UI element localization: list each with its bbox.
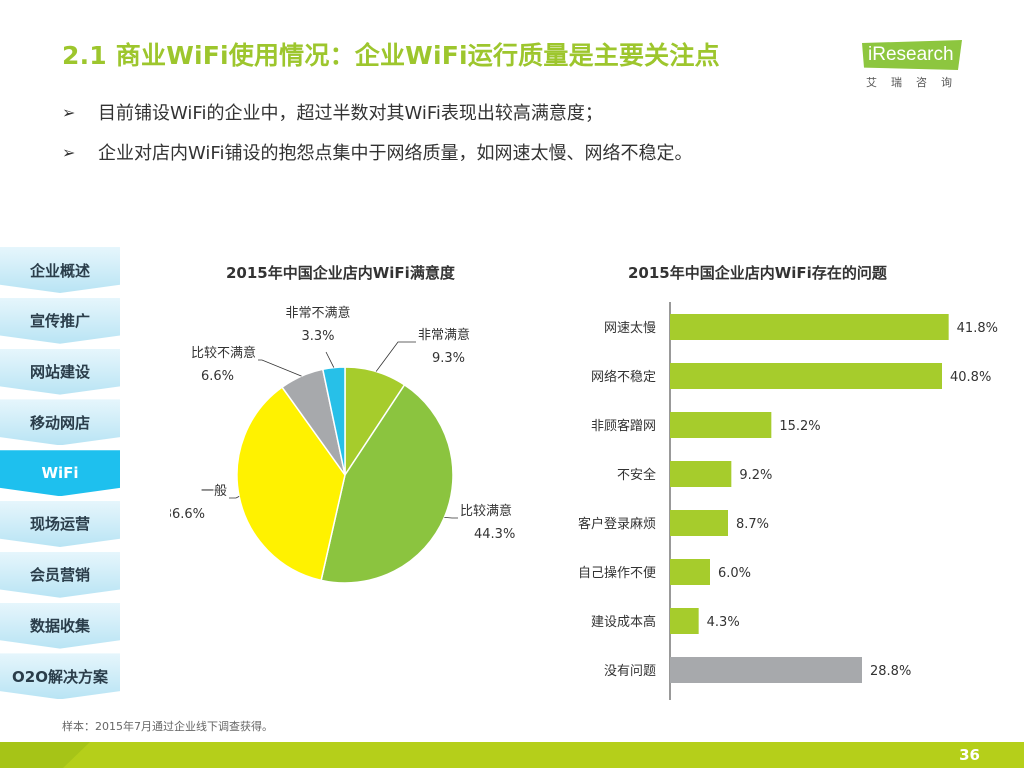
pie-value-label: 3.3%	[301, 329, 334, 344]
bar-category-label: 非顾客蹭网	[591, 418, 656, 434]
bullet-item: ➢ 目前铺设WiFi的企业中，超过半数对其WiFi表现出较高满意度；	[62, 92, 692, 132]
logo-text: iResearch	[868, 44, 954, 65]
pie-slice	[236, 386, 346, 582]
nav-item-mobile-store[interactable]: 移动网店	[0, 399, 120, 446]
bar-category-label: 不安全	[617, 467, 656, 483]
nav-item-wifi[interactable]: WiFi	[0, 450, 120, 497]
bar-value-label: 15.2%	[779, 419, 820, 434]
pie-slice	[321, 366, 346, 476]
pie-category-label: 比较不满意	[191, 345, 256, 361]
pie-category-label: 非常满意	[418, 327, 470, 343]
bar-category-label: 没有问题	[604, 664, 656, 679]
footnote: 样本：2015年7月通过企业线下调查获得。	[62, 720, 273, 733]
pie-leader-line	[229, 496, 240, 499]
footer-bar	[0, 742, 1024, 768]
bar-chart: 网速太慢 41.8% 网络不稳定 40.8% 非顾客蹭网 15.2% 不安全 9.2% 客户登录…	[578, 302, 998, 700]
logo-badge	[862, 40, 962, 70]
pie-leader-line	[258, 359, 302, 377]
bar	[670, 363, 942, 389]
pie-value-label: 44.3%	[474, 527, 515, 542]
pie-leader-line	[444, 516, 458, 519]
nav-item-member-marketing[interactable]: 会员营销	[0, 551, 120, 598]
page-title: 2.1 商业WiFi使用情况：企业WiFi运行质量是主要关注点	[62, 41, 720, 70]
bar	[670, 510, 728, 536]
bar	[670, 608, 699, 634]
bar-value-label: 28.8%	[870, 664, 911, 679]
bullet-text: 企业对店内WiFi铺设的抱怨点集中于网络质量，如网速太慢、网络不稳定。	[98, 143, 693, 164]
nav-item-onsite-ops[interactable]: 现场运营	[0, 500, 120, 547]
bar-value-label: 41.8%	[957, 321, 998, 336]
bar-value-label: 9.2%	[739, 468, 772, 483]
pie-value-label: 36.6%	[170, 507, 205, 522]
bullet-list: ➢ 目前铺设WiFi的企业中，超过半数对其WiFi表现出较高满意度； ➢ 企业对…	[62, 92, 692, 172]
nav-item-overview[interactable]: 企业概述	[0, 247, 120, 293]
pie-chart-title: 2015年中国企业店内WiFi满意度	[226, 264, 455, 282]
bar-category-label: 网速太慢	[604, 320, 656, 336]
bar-category-label: 客户登录麻烦	[578, 516, 656, 532]
bar-chart-title: 2015年中国企业店内WiFi存在的问题	[628, 264, 887, 282]
bar	[670, 412, 772, 438]
pie-leader-line	[325, 351, 335, 368]
bar-value-label: 6.0%	[718, 566, 751, 581]
bar	[670, 461, 732, 487]
bar-value-label: 8.7%	[736, 517, 769, 532]
page-number: 36	[959, 746, 980, 764]
nav-item-promotion[interactable]: 宣传推广	[0, 297, 120, 344]
bar-value-label: 40.8%	[950, 370, 991, 385]
nav-item-o2o[interactable]: O2O解决方案	[0, 653, 120, 700]
bullet-text: 目前铺设WiFi的企业中，超过半数对其WiFi表现出较高满意度；	[98, 103, 603, 124]
bar-category-label: 网络不稳定	[591, 369, 656, 385]
pie-slice	[320, 383, 454, 584]
pie-value-label: 9.3%	[432, 351, 465, 366]
bar	[670, 314, 949, 340]
pie-chart: 非常满意 9.3% 比较满意 44.3% 一般 36.6% 比较不满意 6.6% 非常不满意 3.…	[170, 305, 515, 584]
nav-item-data-collection[interactable]: 数据收集	[0, 602, 120, 649]
bullet-item: ➢ 企业对店内WiFi铺设的抱怨点集中于网络质量，如网速太慢、网络不稳定。	[62, 132, 692, 172]
arrow-bullet-icon: ➢	[62, 142, 76, 162]
pie-category-label: 一般	[201, 483, 227, 499]
iresearch-logo: iResearch 艾瑞咨询	[862, 40, 972, 89]
pie-category-label: 非常不满意	[285, 305, 350, 321]
bar-category-label: 建设成本高	[591, 614, 656, 630]
bar-category-label: 自己操作不便	[578, 565, 656, 581]
bar	[670, 657, 862, 683]
logo-subtitle: 艾瑞咨询	[866, 76, 966, 89]
bar-value-label: 4.3%	[707, 615, 740, 630]
side-nav: 企业概述 宣传推广 网站建设 移动网店 WiFi 现场运营 会员营销 数据收集 …	[0, 247, 122, 704]
pie-leader-line	[375, 341, 416, 372]
pie-category-label: 比较满意	[460, 503, 512, 519]
bar	[670, 559, 710, 585]
pie-value-label: 6.6%	[201, 369, 234, 384]
nav-item-website[interactable]: 网站建设	[0, 348, 120, 395]
arrow-bullet-icon: ➢	[62, 102, 76, 122]
